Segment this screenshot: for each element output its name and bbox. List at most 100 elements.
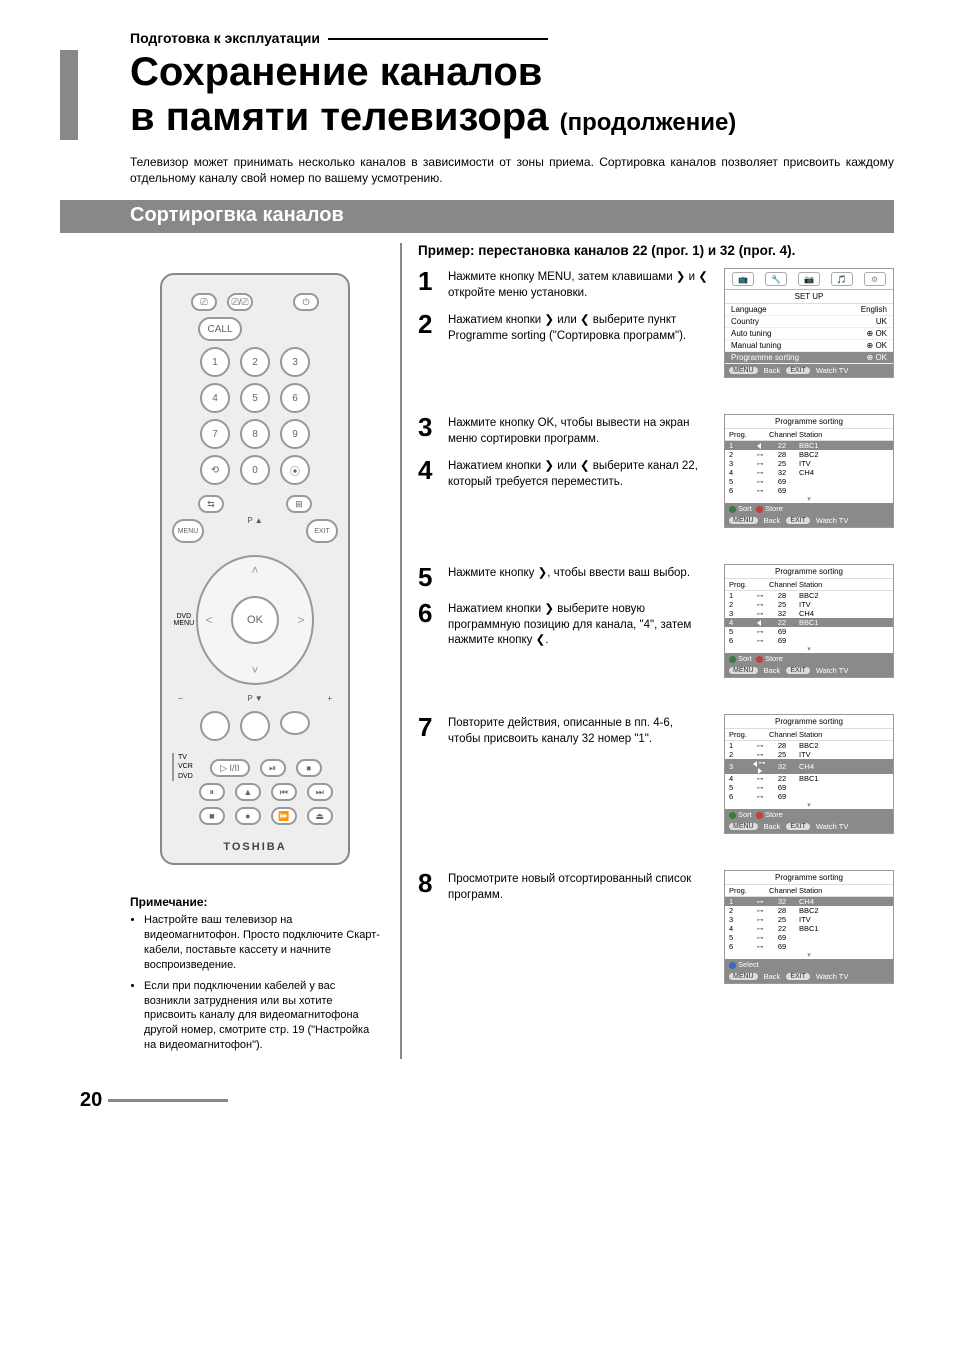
remote-color-btn-3 <box>280 711 310 735</box>
step-number: 5 <box>418 564 440 590</box>
ps-row: 4⊶32CH4 <box>725 468 893 477</box>
ps-row: 5⊶69 <box>725 627 893 636</box>
left-column: ⎚ ⎚/⎚ ⏻ CALL 1 2 3 4 5 6 7 8 9 <box>130 243 380 1059</box>
ps-row: 2⊶25ITV <box>725 600 893 609</box>
notes-list: Настройте ваш телевизор на видеомагнитоф… <box>130 913 380 1053</box>
step-number: 4 <box>418 457 440 490</box>
osd-menu-pill: MENU <box>729 367 758 374</box>
ps-row: 1⊶28BBC2 <box>725 591 893 600</box>
example-title: Пример: перестановка каналов 22 (прог. 1… <box>418 243 894 258</box>
step-text: Нажатием кнопки ❯ выберите новую програм… <box>448 600 708 649</box>
ps-footer-actions: Sort Store <box>725 503 893 514</box>
remote-tr-6: ⏭ <box>307 783 333 801</box>
remote-nav-ring: OK ˄ ˅ ˂ ˃ <box>196 555 315 685</box>
osd-title: Programme sorting <box>725 415 893 429</box>
remote-digit-4: 4 <box>200 383 230 413</box>
ps-row: 5⊶69 <box>725 477 893 486</box>
ps-row: 6⊶69 <box>725 942 893 951</box>
osd-title: Programme sorting <box>725 715 893 729</box>
step-text: Просмотрите новый отсортированный список… <box>448 870 708 903</box>
remote-call-button: CALL <box>198 317 242 341</box>
step-text: Повторите действия, описанные в пп. 4-6,… <box>448 714 708 747</box>
ps-row: 3⊶32CH4 <box>725 759 893 774</box>
notes-heading: Примечание: <box>130 895 380 909</box>
step-5: 5 Нажмите кнопку ❯, чтобы ввести ваш выб… <box>418 564 708 590</box>
remote-tr-3: ⏸ <box>199 783 225 801</box>
page-title: Сохранение каналов в памяти телевизора (… <box>130 50 736 140</box>
step-number: 7 <box>418 714 440 747</box>
remote-btn-top-2: ⎚/⎚ <box>227 293 253 311</box>
remote-nav-left-icon: ˂ <box>206 613 213 627</box>
ps-header: Prog.ChannelStation <box>725 729 893 741</box>
remote-dvd-menu-label: DVD MENU <box>172 613 196 628</box>
osd-programme-sorting-4: Programme sortingProg.ChannelStation1⊶32… <box>724 870 894 984</box>
step-7: 7 Повторите действия, описанные в пп. 4-… <box>418 714 708 747</box>
remote-vol-plus-label: + <box>327 694 332 703</box>
remote-tr-9: ⏩ <box>271 807 297 825</box>
ps-header: Prog.ChannelStation <box>725 885 893 897</box>
step-2: 2 Нажатием кнопки ❯ или ❮ выберите пункт… <box>418 311 708 344</box>
ps-row: 4⊶22BBC1 <box>725 774 893 783</box>
ps-row: 5⊶69 <box>725 933 893 942</box>
ps-row: 2⊶25ITV <box>725 750 893 759</box>
remote-p-up-label: P ▲ <box>247 516 262 543</box>
ps-row: 6⊶69 <box>725 792 893 801</box>
ps-row: 2⊶28BBC2 <box>725 906 893 915</box>
section-header: Сортирогвка каналов <box>60 200 894 233</box>
osd-footer: MENUBackEXITWatch TV <box>725 970 893 983</box>
remote-nav-up-icon: ˄ <box>251 563 258 577</box>
ps-footer-actions: Sort Store <box>725 653 893 664</box>
ps-row: 3⊶32CH4 <box>725 609 893 618</box>
remote-digit-7: 7 <box>200 419 230 449</box>
step-text: Нажатием кнопки ❯ или ❮ выберите пункт P… <box>448 311 708 344</box>
step-4: 4 Нажатием кнопки ❯ или ❮ выберите канал… <box>418 457 708 490</box>
remote-vol-minus-label: − <box>178 694 183 703</box>
osd-tab-icon: 📷 <box>798 272 820 286</box>
osd-setup-row: Auto tuning⊕ OK <box>725 328 893 340</box>
remote-digit-2: 2 <box>240 347 270 377</box>
remote-misc-button: ⊞ <box>286 495 312 513</box>
step-3: 3 Нажмите кнопку OK, чтобы вывести на эк… <box>418 414 708 447</box>
step-8: 8 Просмотрите новый отсортированный спис… <box>418 870 708 903</box>
osd-exit-pill: EXIT <box>786 367 810 374</box>
step-6: 6 Нажатием кнопки ❯ выберите новую прогр… <box>418 600 708 649</box>
remote-digit-0: 0 <box>240 455 270 485</box>
remote-digit-9: 9 <box>280 419 310 449</box>
remote-digit-5: 5 <box>240 383 270 413</box>
osd-title: SET UP <box>725 290 893 304</box>
step-text: Нажмите кнопку MENU, затем клавишами ❯ и… <box>448 268 708 301</box>
remote-brand: TOSHIBA <box>172 841 338 853</box>
ps-row: 5⊶69 <box>725 783 893 792</box>
ps-row: 6⊶69 <box>725 486 893 495</box>
remote-digit-6: 6 <box>280 383 310 413</box>
step-number: 2 <box>418 311 440 344</box>
right-column: Пример: перестановка каналов 22 (прог. 1… <box>400 243 894 1059</box>
remote-btn-top-1: ⎚ <box>191 293 217 311</box>
osd-footer: MENU Back EXIT Watch TV <box>725 364 893 377</box>
note-item: Настройте ваш телевизор на видеомагнитоф… <box>144 913 380 972</box>
remote-power-button: ⏻ <box>293 293 319 311</box>
step-number: 6 <box>418 600 440 649</box>
osd-footer: MENUBackEXITWatch TV <box>725 664 893 677</box>
ps-row: 3⊶25ITV <box>725 915 893 924</box>
remote-tr-5: ⏮ <box>271 783 297 801</box>
osd-setup-menu: 📺 🔧 📷 🎵 ⚙ SET UP LanguageEnglishCountryU… <box>724 268 894 378</box>
ps-header: Prog.ChannelStation <box>725 429 893 441</box>
osd-watch-label: Watch TV <box>816 366 849 375</box>
remote-nav-down-icon: ˅ <box>251 663 258 677</box>
osd-setup-row: Programme sorting⊕ OK <box>725 352 893 364</box>
osd-tab-icon: 🎵 <box>831 272 853 286</box>
osd-title: Programme sorting <box>725 871 893 885</box>
osd-programme-sorting-3: Programme sortingProg.ChannelStation1⊶28… <box>724 714 894 834</box>
ps-row: 1⊶28BBC2 <box>725 741 893 750</box>
title-line-1: Сохранение каналов <box>130 50 542 94</box>
remote-menu-button: MENU <box>172 519 204 543</box>
breadcrumb: Подготовка к эксплуатации <box>60 30 894 46</box>
ps-footer-actions: Sort Store <box>725 809 893 820</box>
ps-row: 4⊶22BBC1 <box>725 924 893 933</box>
remote-play-button: ▷ I/II <box>210 759 250 777</box>
osd-setup-row: LanguageEnglish <box>725 304 893 316</box>
step-text: Нажатием кнопки ❯ или ❮ выберите канал 2… <box>448 457 708 490</box>
ps-row: 3⊶25ITV <box>725 459 893 468</box>
remote-color-btn-2 <box>240 711 270 741</box>
